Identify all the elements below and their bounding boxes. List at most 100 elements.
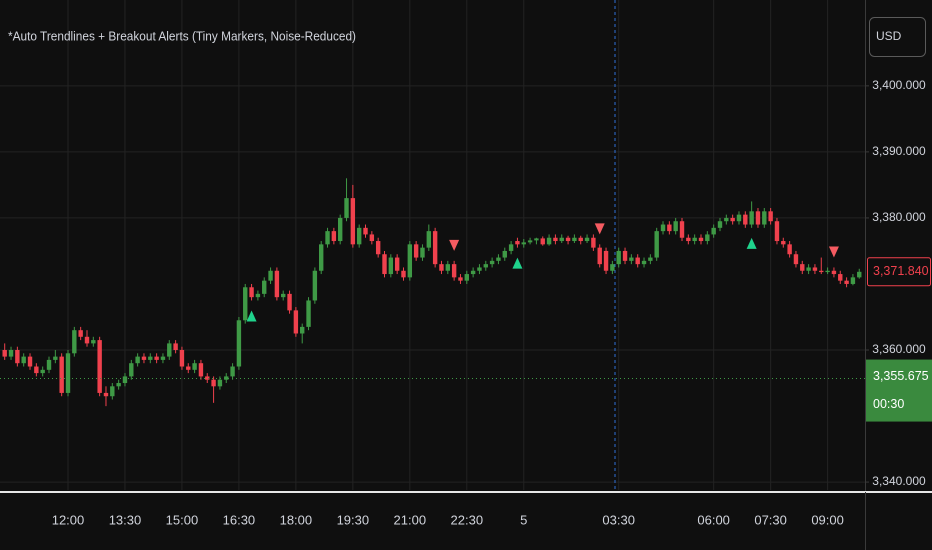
x-tick-label: 12:00 <box>52 512 85 527</box>
x-tick-label: 15:00 <box>166 512 199 527</box>
candle-body <box>698 237 704 242</box>
axis-layer: 3,340.000 3,360.000 3,380.000 3,390.000 3,40… <box>52 78 932 527</box>
candle-body <box>451 264 457 278</box>
candle-body <box>654 231 659 258</box>
candle-body <box>774 221 780 242</box>
currency-label[interactable]: USD <box>876 29 902 43</box>
signal-up <box>246 310 257 322</box>
y-tick-label: 3,390.000 <box>872 144 926 158</box>
candle-body <box>483 264 488 268</box>
candle-body <box>578 237 583 242</box>
candle-body <box>603 250 609 271</box>
candle-body <box>198 363 204 377</box>
candle-body <box>736 214 742 222</box>
candle-body <box>356 227 362 245</box>
candle-body <box>217 379 223 387</box>
candle-body <box>312 270 318 301</box>
x-tick-label: 16:30 <box>223 512 256 527</box>
candle-body <box>224 376 229 380</box>
candle-body <box>527 240 533 243</box>
x-tick-label: 5 <box>520 512 527 527</box>
x-tick-label: 07:30 <box>754 512 787 527</box>
candle-body <box>534 238 539 241</box>
candle-body <box>420 247 425 258</box>
candle-body <box>65 353 71 393</box>
x-tick-label: 03:30 <box>602 512 635 527</box>
candle-body <box>15 350 20 364</box>
candle-body <box>135 356 140 364</box>
candle-body <box>717 221 723 228</box>
candle-body <box>186 366 191 370</box>
candle-body <box>496 257 501 261</box>
candle-body <box>262 280 267 294</box>
candle-body <box>559 237 564 242</box>
candle-body <box>648 257 653 261</box>
candle-body <box>21 356 26 364</box>
x-tick-label: 22:30 <box>451 512 484 527</box>
candle-body <box>59 356 64 393</box>
reference-price-box <box>866 359 932 422</box>
candle-body <box>470 270 476 275</box>
candle-body <box>515 241 520 245</box>
candle-body <box>401 270 406 278</box>
candle-body <box>635 257 640 265</box>
candle-body <box>686 237 691 242</box>
candle-body <box>819 270 824 273</box>
candle-body <box>274 270 280 298</box>
last-price-label: 3,371.840 <box>873 264 929 278</box>
candle-body <box>281 293 286 298</box>
last-price-box <box>867 257 931 287</box>
candle-body <box>293 310 299 334</box>
candle-body <box>768 211 773 222</box>
candle-body <box>394 257 400 271</box>
candle-body <box>806 267 811 271</box>
candle-body <box>268 270 273 281</box>
candle-body <box>787 244 792 255</box>
candle-body <box>167 343 172 357</box>
signal-down <box>449 239 460 251</box>
candle-body <box>489 260 495 265</box>
currency-button[interactable] <box>869 17 926 57</box>
candle-body <box>838 274 843 281</box>
candle-body <box>211 379 216 387</box>
candle-body <box>413 244 419 258</box>
candle-body <box>382 254 387 275</box>
candle-body <box>236 320 242 367</box>
candle-body <box>249 287 254 298</box>
signal-down <box>828 246 839 258</box>
candle-body <box>34 366 39 374</box>
candle-body <box>300 326 305 334</box>
candle-body <box>72 330 77 354</box>
candle-body <box>565 237 571 242</box>
countdown-label: 00:30 <box>873 397 904 411</box>
x-tick-label: 19:30 <box>337 512 370 527</box>
candle-body <box>173 343 178 350</box>
candle-body <box>192 363 197 370</box>
candle-body <box>97 340 102 393</box>
candle-body <box>154 356 159 360</box>
candle-body <box>667 224 672 232</box>
y-tick-label: 3,400.000 <box>872 78 926 92</box>
candle-body <box>831 270 837 275</box>
candle-body <box>679 221 685 238</box>
x-tick-label: 06:00 <box>697 512 730 527</box>
candle-body <box>8 350 14 357</box>
candle-body <box>743 214 748 225</box>
plot-layer <box>0 178 865 407</box>
candle-body <box>825 270 830 273</box>
candle-body <box>319 244 324 271</box>
candle-body <box>610 264 615 271</box>
candle-body <box>179 350 185 367</box>
candle-body <box>641 260 647 265</box>
x-tick-label: 09:00 <box>811 512 844 527</box>
candle-body <box>730 217 735 222</box>
y-tick-label: 3,380.000 <box>872 210 926 224</box>
candle-body <box>110 386 115 397</box>
candle-body <box>622 250 628 261</box>
x-tick-label: 18:00 <box>280 512 313 527</box>
y-tick-label: 3,360.000 <box>872 342 926 356</box>
candle-body <box>426 231 432 248</box>
candle-body <box>46 359 52 370</box>
candle-body <box>502 250 507 258</box>
